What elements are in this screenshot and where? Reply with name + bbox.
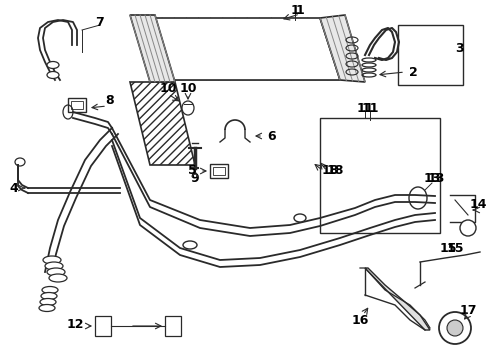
Bar xyxy=(209,164,227,178)
Bar xyxy=(213,167,224,175)
Text: 11: 11 xyxy=(356,102,373,114)
Bar xyxy=(397,25,462,85)
Polygon shape xyxy=(150,18,339,80)
Circle shape xyxy=(459,220,475,236)
Bar xyxy=(68,98,86,112)
Text: 1: 1 xyxy=(290,4,299,17)
Polygon shape xyxy=(319,15,364,82)
Bar xyxy=(95,316,111,336)
Text: 2: 2 xyxy=(408,66,417,78)
Text: 13: 13 xyxy=(423,171,440,184)
Bar xyxy=(319,118,439,233)
Text: 13: 13 xyxy=(427,171,444,184)
Text: 10: 10 xyxy=(159,81,176,94)
Bar xyxy=(164,316,181,336)
Ellipse shape xyxy=(182,101,194,115)
Text: 18: 18 xyxy=(321,163,338,176)
Ellipse shape xyxy=(43,256,61,264)
Text: 16: 16 xyxy=(350,314,368,327)
Text: 15: 15 xyxy=(438,242,456,255)
Ellipse shape xyxy=(40,298,56,306)
Ellipse shape xyxy=(45,262,63,270)
Text: 12: 12 xyxy=(66,319,83,332)
Text: 7: 7 xyxy=(96,15,104,28)
Text: 14: 14 xyxy=(468,198,486,211)
Text: 17: 17 xyxy=(458,303,476,316)
Text: 4: 4 xyxy=(10,181,19,194)
Ellipse shape xyxy=(183,241,197,249)
Circle shape xyxy=(438,312,470,344)
Ellipse shape xyxy=(39,305,55,311)
Bar xyxy=(71,101,83,109)
Text: 10: 10 xyxy=(179,81,196,94)
Text: 18: 18 xyxy=(325,165,343,177)
Text: 1: 1 xyxy=(295,4,304,17)
Text: 11: 11 xyxy=(361,102,378,114)
Polygon shape xyxy=(130,15,175,82)
Ellipse shape xyxy=(408,187,426,209)
Ellipse shape xyxy=(49,274,67,282)
Ellipse shape xyxy=(42,287,58,293)
Text: 5: 5 xyxy=(187,165,196,177)
Ellipse shape xyxy=(293,214,305,222)
Text: 9: 9 xyxy=(190,171,199,184)
Polygon shape xyxy=(130,82,195,165)
Circle shape xyxy=(446,320,462,336)
Text: 6: 6 xyxy=(267,130,276,143)
Ellipse shape xyxy=(47,268,65,276)
Text: 15: 15 xyxy=(446,242,463,255)
Ellipse shape xyxy=(41,292,57,300)
Ellipse shape xyxy=(47,72,59,78)
Polygon shape xyxy=(364,268,429,330)
Text: 3: 3 xyxy=(455,41,464,54)
Ellipse shape xyxy=(47,62,59,68)
Text: 8: 8 xyxy=(105,94,114,107)
